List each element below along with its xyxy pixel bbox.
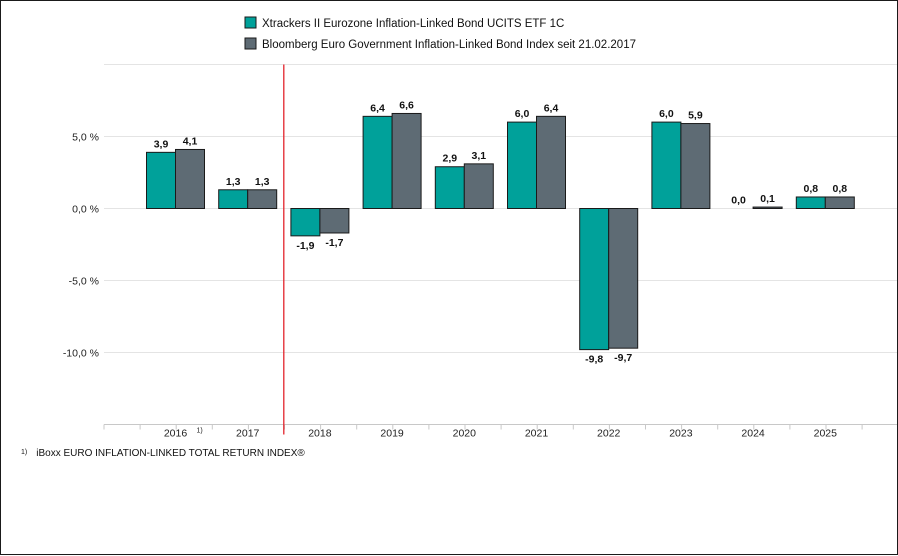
bar xyxy=(579,208,610,351)
footnote-mark: 1) xyxy=(21,449,28,456)
legend-label: Bloomberg Euro Government Inflation-Link… xyxy=(262,39,636,51)
bar xyxy=(680,123,711,209)
bar xyxy=(536,115,566,209)
data-label: 6,0 xyxy=(515,108,530,120)
data-label: -9,7 xyxy=(614,352,632,364)
x-tick-label: 2022 xyxy=(597,428,621,440)
data-label: 0,8 xyxy=(803,183,818,195)
bar xyxy=(175,148,205,210)
x-tick-label: 2020 xyxy=(453,428,477,440)
bar xyxy=(507,121,537,209)
data-label: -1,9 xyxy=(296,240,314,252)
bar xyxy=(218,189,249,209)
bar xyxy=(795,196,826,209)
bar xyxy=(608,208,639,349)
y-tick-label: -10,0 % xyxy=(63,348,99,360)
data-label: 6,4 xyxy=(370,102,385,114)
footnote-text: iBoxx EURO INFLATION-LINKED TOTAL RETURN… xyxy=(36,448,305,459)
data-label: 0,0 xyxy=(731,195,746,207)
bar xyxy=(752,206,783,209)
data-label: -1,7 xyxy=(325,237,343,249)
y-tick-label: 0,0 % xyxy=(72,204,99,216)
legend-swatch xyxy=(244,37,257,50)
legend-swatch xyxy=(244,16,257,29)
data-label: 2,9 xyxy=(442,153,457,165)
data-label: 1,3 xyxy=(226,176,241,188)
x-tick-label: 2021 xyxy=(525,428,549,440)
data-label: 3,1 xyxy=(471,150,486,162)
x-tick-label: 2018 xyxy=(308,428,332,440)
x-tick-label: 2017 xyxy=(236,428,260,440)
data-label: 6,6 xyxy=(399,99,414,111)
data-label: 0,1 xyxy=(760,193,775,205)
x-tick-label: 2016 xyxy=(164,428,188,440)
data-label: 0,8 xyxy=(832,183,847,195)
bar xyxy=(463,163,494,209)
data-label: 6,4 xyxy=(544,102,559,114)
data-label: 6,0 xyxy=(659,108,674,120)
y-tick-label: 5,0 % xyxy=(72,132,99,144)
x-tick-label: 2024 xyxy=(741,428,765,440)
bar xyxy=(247,189,278,209)
footnote: 1) iBoxx EURO INFLATION-LINKED TOTAL RETU… xyxy=(21,448,305,459)
bar xyxy=(146,151,176,209)
bar xyxy=(362,115,393,209)
y-tick-label: -5,0 % xyxy=(69,276,99,288)
x-tick-label: 2019 xyxy=(380,428,404,440)
bar xyxy=(319,208,350,234)
data-label: 4,1 xyxy=(183,135,198,147)
data-label: 5,9 xyxy=(688,110,703,122)
x-tick-label: 2025 xyxy=(814,428,838,440)
x-tick-footnote-mark: 1) xyxy=(197,428,203,435)
data-label: -9,8 xyxy=(585,354,603,366)
data-label: 3,9 xyxy=(154,138,169,150)
bar xyxy=(391,112,422,209)
x-tick-label: 2023 xyxy=(669,428,693,440)
data-label: 1,3 xyxy=(255,176,270,188)
bar xyxy=(651,121,682,209)
bar xyxy=(824,196,855,209)
bar xyxy=(434,166,465,210)
legend-label: Xtrackers II Eurozone Inflation-Linked B… xyxy=(262,18,564,30)
bar xyxy=(290,208,321,237)
